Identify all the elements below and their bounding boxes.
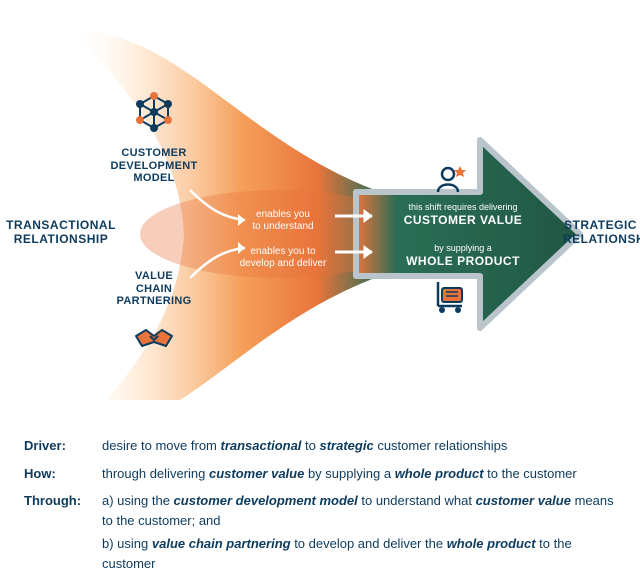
right-label-line2: RELATIONSHIP bbox=[563, 232, 638, 246]
model-top-block: CUSTOMER DEVELOPMENT MODEL bbox=[94, 105, 214, 185]
caption-through-row: Through: a) using the customer developme… bbox=[24, 491, 616, 530]
enable-top-line1: enables you bbox=[233, 209, 333, 221]
model-top-line2: DEVELOPMENT bbox=[94, 160, 214, 173]
model-bottom-line1: VALUE bbox=[94, 270, 214, 283]
caption-how-label: How: bbox=[24, 464, 102, 484]
left-label-line2: RELATIONSHIP bbox=[6, 232, 116, 246]
caption-how-row: How: through delivering customer value b… bbox=[24, 464, 616, 484]
model-top-line3: MODEL bbox=[94, 172, 214, 185]
enable-bottom-line2: develop and deliver bbox=[233, 258, 333, 270]
arrow-bottom-small: by supplying a bbox=[388, 243, 538, 254]
diagram-area: TRANSACTIONAL RELATIONSHIP STRATEGIC REL… bbox=[0, 0, 640, 400]
caption-block: Driver: desire to move from transactiona… bbox=[24, 436, 616, 573]
model-bottom-line3: PARTNERING bbox=[94, 295, 214, 308]
left-label: TRANSACTIONAL RELATIONSHIP bbox=[6, 218, 116, 247]
cart-icon bbox=[438, 282, 462, 313]
arrow-text-top: this shift requires delivering CUSTOMER … bbox=[388, 202, 538, 227]
model-top-line1: CUSTOMER bbox=[94, 147, 214, 160]
arrow-bottom-big: WHOLE PRODUCT bbox=[388, 254, 538, 268]
right-label: STRATEGIC RELATIONSHIP bbox=[563, 218, 638, 247]
arrow-top-small: this shift requires delivering bbox=[388, 202, 538, 213]
caption-driver-label: Driver: bbox=[24, 436, 102, 456]
enable-top: enables you to understand bbox=[233, 209, 333, 233]
right-label-line1: STRATEGIC bbox=[563, 218, 638, 232]
enable-bottom: enables you to develop and deliver bbox=[233, 246, 333, 270]
left-label-line1: TRANSACTIONAL bbox=[6, 218, 116, 232]
background-svg bbox=[0, 0, 640, 400]
caption-through-a: a) using the customer development model … bbox=[102, 491, 616, 530]
model-bottom-block: VALUE CHAIN PARTNERING bbox=[94, 270, 214, 312]
caption-how-text: through delivering customer value by sup… bbox=[102, 464, 616, 484]
caption-driver-text: desire to move from transactional to str… bbox=[102, 436, 616, 456]
arrow-text-bottom: by supplying a WHOLE PRODUCT bbox=[388, 243, 538, 268]
caption-driver-row: Driver: desire to move from transactiona… bbox=[24, 436, 616, 456]
enable-bottom-line1: enables you to bbox=[233, 246, 333, 258]
person-star-icon bbox=[438, 166, 466, 192]
arrow-top-big: CUSTOMER VALUE bbox=[388, 213, 538, 227]
enable-top-line2: to understand bbox=[233, 221, 333, 233]
caption-through-label: Through: bbox=[24, 491, 102, 530]
big-arrow bbox=[356, 140, 580, 328]
caption-through-b: b) using value chain partnering to devel… bbox=[102, 534, 616, 573]
model-bottom-line2: CHAIN bbox=[94, 283, 214, 296]
